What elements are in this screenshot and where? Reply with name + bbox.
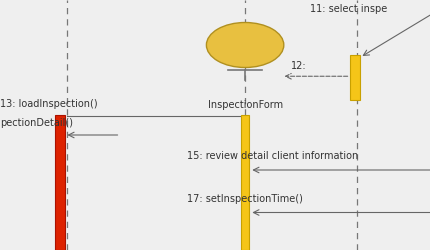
Bar (241, 115, 249, 250)
Text: 12:: 12: (291, 61, 307, 71)
Text: 13: loadInspection(): 13: loadInspection() (0, 99, 98, 109)
Text: 15: review detail client information: 15: review detail client information (187, 151, 358, 161)
Bar (55, 115, 64, 250)
Circle shape (206, 22, 284, 68)
Text: InspectionForm: InspectionForm (208, 100, 283, 110)
Bar (350, 55, 360, 100)
Text: pectionDetail(): pectionDetail() (0, 118, 73, 128)
Text: 17: setInspectionTime(): 17: setInspectionTime() (187, 194, 303, 204)
Text: 11: select inspe: 11: select inspe (310, 4, 387, 14)
